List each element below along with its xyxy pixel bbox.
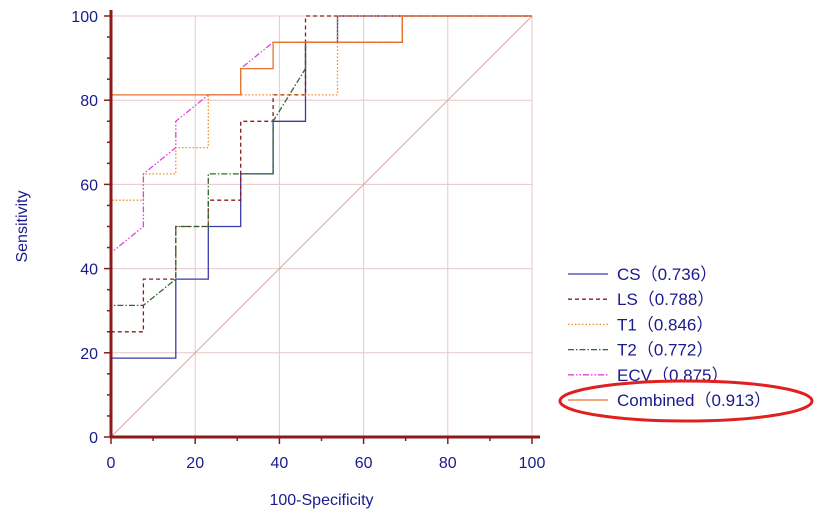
tick-labels: 0 20 40 60 80 100 0 20 40 60 80 100	[71, 9, 545, 472]
x-tick-label-1: 20	[186, 455, 204, 472]
highlight-ellipse-0	[558, 379, 814, 423]
y-tick-label-3: 60	[80, 177, 98, 194]
x-axis-label: 100-Specificity	[269, 492, 373, 509]
legend-label-0: CS（0.736）	[617, 265, 717, 284]
axes	[104, 10, 540, 444]
y-tick-label-4: 80	[80, 93, 98, 110]
legend-label-1: LS（0.788）	[617, 290, 714, 309]
x-tick-label-2: 40	[271, 455, 289, 472]
x-tick-label-4: 80	[439, 455, 457, 472]
annotations	[558, 379, 814, 423]
legend-label-2: T1（0.846）	[617, 315, 713, 334]
reference-diagonal	[110, 15, 533, 438]
y-tick-label-2: 40	[80, 262, 98, 279]
legend-label-5: Combined（0.913）	[617, 391, 771, 410]
x-tick-label-3: 60	[355, 455, 373, 472]
y-axis-label: Sensitivity	[14, 190, 31, 262]
reference-line	[110, 15, 533, 438]
y-tick-label-5: 100	[71, 9, 98, 26]
legend: CS（0.736）LS（0.788）T1（0.846）T2（0.772）ECV（…	[568, 265, 771, 410]
series-line-5	[110, 15, 532, 437]
y-tick-label-1: 20	[80, 346, 98, 363]
x-tick-label-0: 0	[107, 455, 116, 472]
legend-label-3: T2（0.772）	[617, 341, 713, 360]
series-lines	[110, 15, 532, 437]
x-tick-label-5: 100	[519, 455, 546, 472]
y-tick-label-0: 0	[89, 430, 98, 447]
